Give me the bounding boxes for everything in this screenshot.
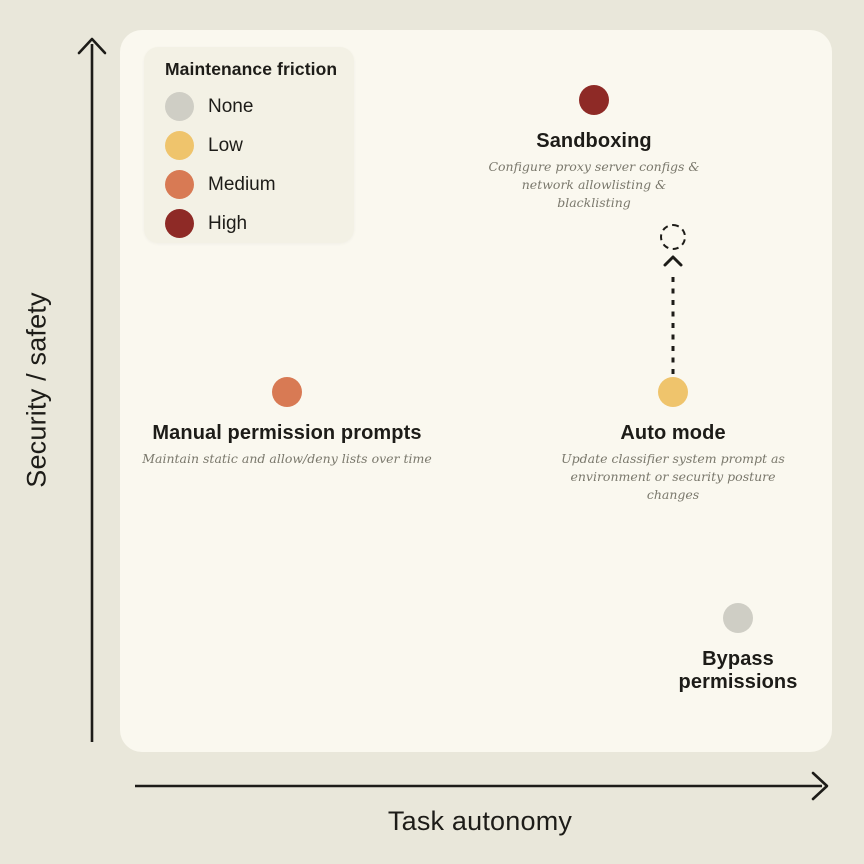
point-label: Bypass permissions xyxy=(678,648,798,693)
y-axis-arrow-icon xyxy=(77,37,107,55)
legend-dot-low xyxy=(165,131,194,160)
legend-dot-medium xyxy=(165,170,194,199)
point-description: Update classifier system prompt as envir… xyxy=(561,451,785,503)
legend-dot-high xyxy=(165,209,194,238)
legend: Maintenance friction None Low Medium Hig… xyxy=(144,47,354,243)
legend-label: Medium xyxy=(208,173,276,195)
x-axis-arrow-icon xyxy=(811,771,829,801)
legend-label: High xyxy=(208,212,248,234)
point-dot-manual-permission-prompts xyxy=(272,377,302,407)
y-axis-label: Security / safety xyxy=(21,292,52,488)
legend-item-medium: Medium xyxy=(165,165,354,204)
point-dot-sandboxing xyxy=(579,85,609,115)
legend-dot-none xyxy=(165,92,194,121)
dashed-target-circle xyxy=(660,224,686,250)
y-axis xyxy=(77,37,107,742)
dashed-arrowhead-icon xyxy=(663,255,683,267)
point-description: Configure proxy server configs & network… xyxy=(488,159,700,211)
x-axis-label: Task autonomy xyxy=(387,806,573,836)
point-label: Manual permission prompts xyxy=(152,422,422,444)
legend-item-none: None xyxy=(165,87,354,126)
point-description: Maintain static and allow/deny lists ove… xyxy=(142,451,432,466)
point-label: Auto mode xyxy=(620,422,726,444)
point-dot-bypass-permissions xyxy=(723,603,753,633)
point-dot-auto-mode xyxy=(658,377,688,407)
point-label: Sandboxing xyxy=(536,130,652,152)
dashed-arrow xyxy=(663,255,683,374)
legend-item-low: Low xyxy=(165,126,354,165)
legend-title: Maintenance friction xyxy=(165,59,338,79)
legend-label: None xyxy=(208,95,254,117)
legend-item-high: High xyxy=(165,204,354,243)
x-axis xyxy=(135,771,829,801)
legend-label: Low xyxy=(208,134,243,156)
